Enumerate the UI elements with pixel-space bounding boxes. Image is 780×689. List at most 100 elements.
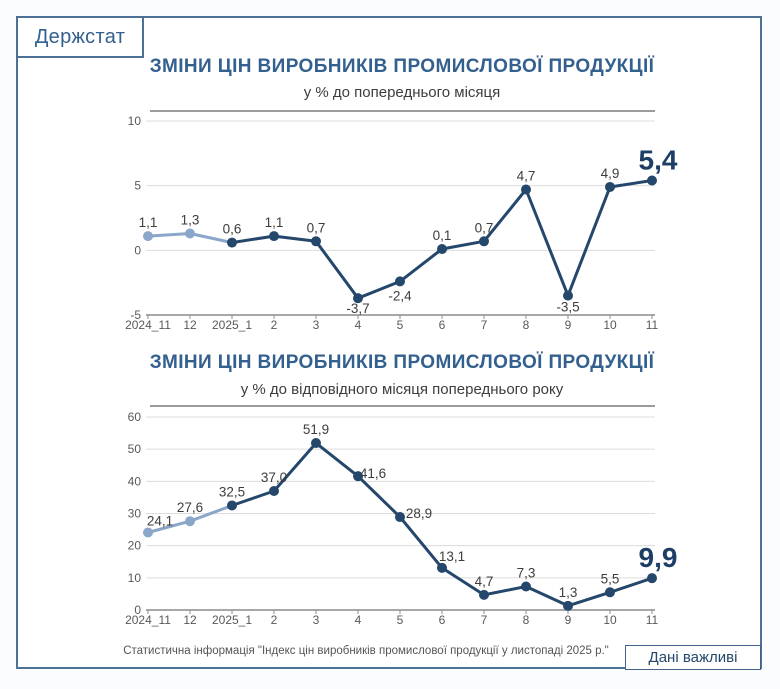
data-point-label: 4,7 [517, 169, 536, 184]
x-tick-label: 2025_1 [212, 613, 252, 627]
x-tick-label: 2 [271, 613, 278, 627]
data-point [647, 175, 657, 186]
x-tick-label: 5 [397, 613, 404, 627]
data-point-label: 13,1 [439, 549, 465, 564]
x-tick-label: 10 [603, 613, 617, 627]
data-point [437, 562, 447, 573]
data-points [143, 175, 657, 304]
y-tick-label: 0 [134, 603, 141, 617]
data-point [185, 516, 195, 527]
data-point [563, 290, 573, 301]
x-tick-label: 4 [355, 613, 362, 627]
data-point-label: 5,5 [601, 571, 620, 586]
x-tick-label: 9 [565, 613, 572, 627]
source-note: Статистична інформація "Індекс цін вироб… [123, 645, 609, 657]
latest-value-label: 9,9 [639, 542, 678, 573]
x-tick-label: 3 [313, 318, 320, 332]
data-point [353, 293, 363, 304]
x-tick-label: 7 [481, 318, 488, 332]
data-labels: 24,1 27,6 32,5 37,0 51,9 41,6 28,9 13,1 4,7 7,3 1,… [147, 422, 678, 600]
y-tick-label: 10 [128, 114, 142, 128]
data-point-label: 27,6 [177, 500, 203, 515]
data-point-label: 4,7 [475, 574, 494, 589]
x-tick-label: 3 [313, 613, 320, 627]
data-point [269, 231, 279, 242]
y-tick-label: 20 [128, 539, 142, 553]
gridlines: 10 5 0 -5 [128, 114, 655, 322]
y-tick-label: 30 [128, 507, 142, 521]
x-tick-label: 8 [523, 613, 530, 627]
data-point-label: -3,7 [346, 301, 369, 316]
x-tick-label: 6 [439, 613, 446, 627]
yearly-chart-subtitle: у % до відповідного місяця попереднього … [240, 381, 564, 398]
data-point-label: 0,6 [223, 222, 242, 237]
y-tick-label: -5 [130, 308, 141, 322]
y-tick-label: 40 [128, 474, 142, 488]
x-axis: 2024_11 12 2025_1 2 3 4 5 6 7 8 9 10 11 [125, 315, 659, 332]
data-point [269, 485, 279, 496]
data-point-label: 1,3 [181, 213, 200, 228]
data-point-label: 37,0 [261, 470, 287, 485]
x-tick-label: 12 [183, 318, 197, 332]
y-tick-label: 50 [128, 442, 142, 456]
data-points [143, 438, 657, 611]
data-point [647, 573, 657, 584]
data-point [185, 228, 195, 239]
data-point-label: 1,1 [265, 215, 284, 230]
data-point [311, 236, 321, 247]
badge-label: Дані важливі [648, 649, 738, 666]
data-point [143, 231, 153, 242]
monthly-chart-divider [150, 110, 655, 112]
y-tick-label: 0 [134, 243, 141, 257]
x-axis: 2024_11 12 2025_1 2 3 4 5 6 7 8 9 10 11 [125, 610, 659, 627]
x-tick-label: 10 [603, 318, 617, 332]
data-point-label: 1,1 [139, 215, 158, 230]
y-tick-label: 5 [134, 179, 141, 193]
x-tick-label: 2025_1 [212, 318, 252, 332]
data-point [437, 244, 447, 255]
x-tick-label: 9 [565, 318, 572, 332]
monthly-chart-title: ЗМІНИ ЦІН ВИРОБНИКІВ ПРОМИСЛОВОЇ ПРОДУКЦ… [149, 56, 655, 77]
dani-vazhlyvi-badge: Дані важливі [625, 645, 761, 670]
data-point [227, 237, 237, 248]
data-point-label: 1,3 [559, 585, 578, 600]
data-point-label: 51,9 [303, 422, 329, 437]
x-tick-label: 6 [439, 318, 446, 332]
data-labels: 1,1 1,3 0,6 1,1 0,7 -3,7 -2,4 0,1 0,7 4,7 -3,5 4,9 5… [139, 144, 678, 316]
derzhstat-logo-label: Держстат [34, 25, 126, 48]
x-tick-label: 8 [523, 318, 530, 332]
yearly-chart-divider [150, 405, 655, 407]
data-point-label: 24,1 [147, 513, 173, 528]
data-point [353, 471, 363, 482]
x-tick-label: 2024_11 [125, 318, 171, 332]
x-tick-label: 7 [481, 613, 488, 627]
data-point-label: 32,5 [219, 484, 245, 499]
data-point-label: -3,5 [556, 300, 579, 315]
data-point [521, 581, 531, 592]
derzhstat-logo-box: Держстат [16, 16, 144, 58]
x-tick-label: 4 [355, 318, 362, 332]
data-point-label: 0,7 [307, 220, 326, 235]
data-point [227, 500, 237, 511]
data-point-label: 0,7 [475, 220, 494, 235]
data-point-label: 4,9 [601, 166, 620, 181]
data-point [395, 512, 405, 523]
data-point [521, 184, 531, 195]
data-point-label: 41,6 [360, 466, 386, 481]
x-tick-label: 12 [183, 613, 197, 627]
x-tick-label: 2 [271, 318, 278, 332]
x-tick-label: 11 [646, 613, 659, 627]
y-tick-label: 60 [128, 410, 142, 424]
data-point [479, 589, 489, 600]
data-point-label: 0,1 [433, 228, 452, 243]
series-line-current-year [231, 441, 653, 608]
yearly-chart-title: ЗМІНИ ЦІН ВИРОБНИКІВ ПРОМИСЛОВОЇ ПРОДУКЦ… [149, 352, 655, 373]
data-point-label: 28,9 [406, 506, 432, 521]
data-point [563, 600, 573, 611]
data-point-label: -2,4 [388, 288, 412, 303]
latest-value-label: 5,4 [639, 144, 678, 175]
y-tick-label: 10 [128, 571, 142, 585]
